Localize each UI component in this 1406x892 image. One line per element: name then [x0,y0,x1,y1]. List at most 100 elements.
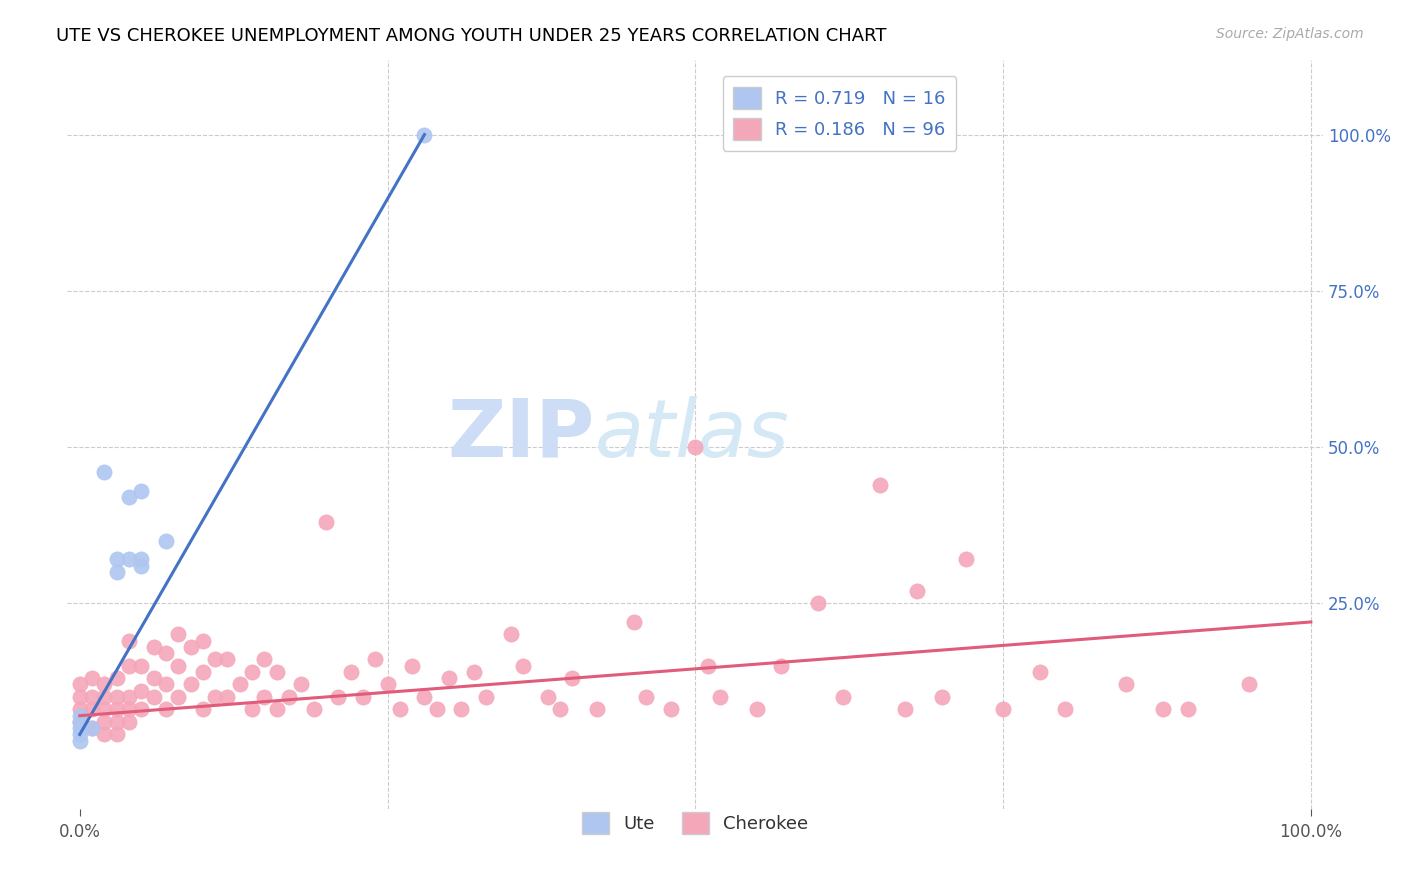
Point [229,677,252,691]
Point [69,714,91,729]
Point [129,483,152,498]
Point [217,690,239,704]
Text: Source: ZipAtlas.com: Source: ZipAtlas.com [1216,27,1364,41]
Point [118,490,141,504]
Point [80,690,103,704]
Point [93,702,115,716]
Point [118,552,141,566]
Point [93,714,115,729]
Point [129,683,152,698]
Point [955,552,977,566]
Point [69,677,91,691]
Point [118,702,141,716]
Point [475,690,498,704]
Point [105,702,128,716]
Point [180,677,202,691]
Point [204,690,226,704]
Point [463,665,485,679]
Point [659,702,682,716]
Point [266,665,288,679]
Point [512,658,534,673]
Point [548,702,571,716]
Point [69,702,91,716]
Point [69,733,91,747]
Point [155,677,177,691]
Point [253,690,276,704]
Point [105,565,128,579]
Point [745,702,768,716]
Point [105,690,128,704]
Point [561,671,583,685]
Point [869,477,891,491]
Point [80,721,103,735]
Text: UTE VS CHEROKEE UNEMPLOYMENT AMONG YOUTH UNDER 25 YEARS CORRELATION CHART: UTE VS CHEROKEE UNEMPLOYMENT AMONG YOUTH… [56,27,887,45]
Point [339,665,361,679]
Point [93,727,115,741]
Point [105,552,128,566]
Point [240,702,263,716]
Point [167,658,190,673]
Point [240,665,263,679]
Point [278,690,301,704]
Point [129,702,152,716]
Point [585,702,607,716]
Point [69,727,91,741]
Point [118,633,141,648]
Point [93,690,115,704]
Point [69,708,91,723]
Point [290,677,312,691]
Point [118,658,141,673]
Point [129,558,152,573]
Point [142,640,165,654]
Point [253,652,276,666]
Point [315,515,337,529]
Point [893,702,915,716]
Point [623,615,645,629]
Point [69,690,91,704]
Point [129,658,152,673]
Point [377,677,399,691]
Point [807,596,830,610]
Point [167,690,190,704]
Point [536,690,558,704]
Point [437,671,460,685]
Point [217,652,239,666]
Point [991,702,1014,716]
Point [1115,677,1137,691]
Point [142,671,165,685]
Point [155,646,177,660]
Point [93,465,115,479]
Point [1029,665,1052,679]
Point [832,690,855,704]
Point [696,658,718,673]
Point [401,658,423,673]
Point [69,714,91,729]
Point [426,702,449,716]
Point [105,714,128,729]
Point [180,640,202,654]
Point [413,690,436,704]
Point [191,665,214,679]
Text: atlas: atlas [595,395,790,474]
Point [905,583,928,598]
Point [93,677,115,691]
Point [80,721,103,735]
Point [685,440,707,454]
Point [388,702,411,716]
Point [105,671,128,685]
Point [142,690,165,704]
Legend: Ute, Cherokee: Ute, Cherokee [575,805,815,842]
Point [413,128,436,142]
Point [69,721,91,735]
Point [1053,702,1076,716]
Point [328,690,350,704]
Point [105,727,128,741]
Point [302,702,325,716]
Point [364,652,387,666]
Point [634,690,657,704]
Point [1152,702,1174,716]
Point [352,690,374,704]
Point [1177,702,1199,716]
Point [80,702,103,716]
Point [770,658,793,673]
